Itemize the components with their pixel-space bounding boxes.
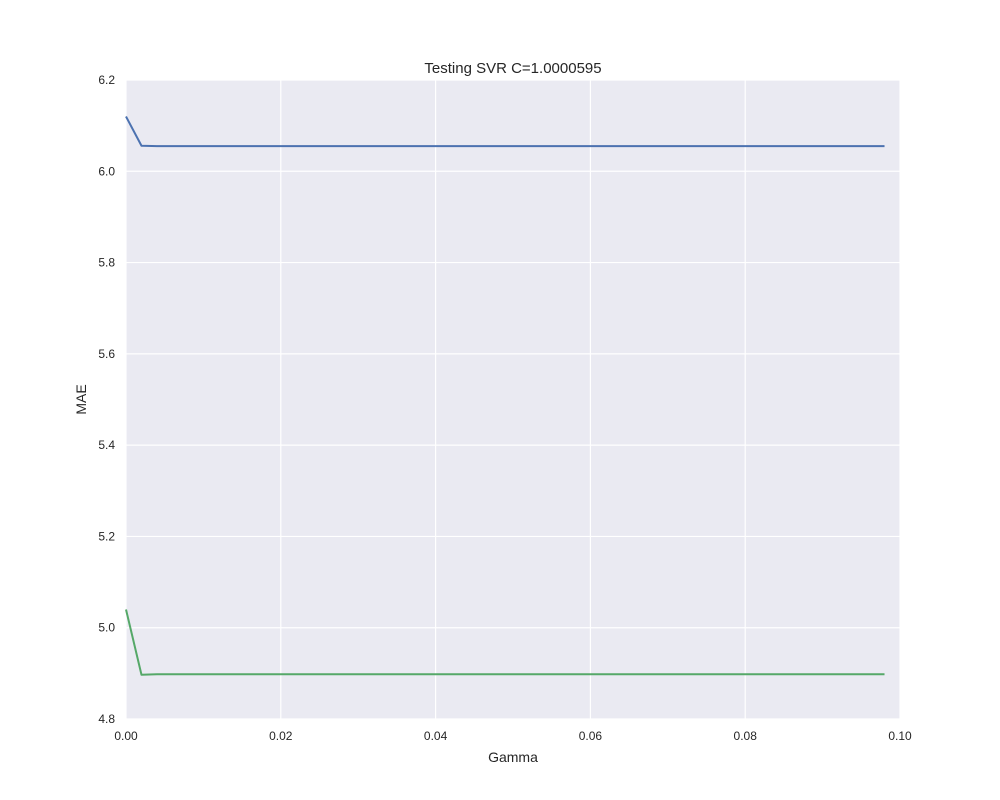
x-tick-label: 0.00	[114, 729, 138, 743]
y-axis-title: MAE	[73, 384, 89, 414]
series-line-2	[125, 609, 885, 676]
y-tick-label: 5.8	[98, 256, 115, 270]
x-tick-label: 0.04	[424, 729, 448, 743]
chart-title: Testing SVR C=1.0000595	[424, 60, 601, 77]
plot-area	[126, 80, 900, 719]
y-tick-labels: 4.8 5.0 5.2 5.4 5.6 5.8 6.0 6.2	[98, 73, 115, 726]
y-tick-label: 5.2	[98, 529, 115, 543]
y-tick-label: 5.4	[98, 438, 115, 452]
series-line-1	[125, 116, 885, 148]
y-tick-label: 6.0	[98, 164, 115, 178]
series-group	[125, 116, 885, 676]
y-tick-label: 4.8	[98, 712, 115, 726]
x-axis-title: Gamma	[488, 749, 538, 765]
x-tick-labels: 0.00 0.02 0.04 0.06 0.08 0.10	[114, 729, 912, 743]
x-tick-label: 0.08	[734, 729, 758, 743]
x-tick-label: 0.02	[269, 729, 293, 743]
x-tick-label: 0.10	[888, 729, 912, 743]
y-tick-label: 5.6	[98, 347, 115, 361]
y-tick-label: 5.0	[98, 621, 115, 635]
y-tick-label: 6.2	[98, 73, 115, 87]
grid-lines	[125, 79, 901, 720]
x-tick-label: 0.06	[579, 729, 603, 743]
